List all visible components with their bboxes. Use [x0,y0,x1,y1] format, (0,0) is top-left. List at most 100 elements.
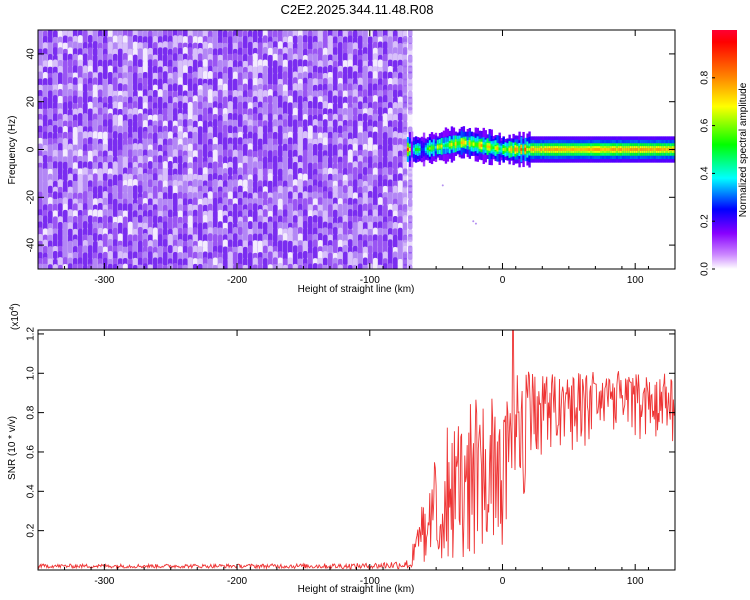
noise-cell [68,186,73,195]
noise-cell [393,71,398,80]
noise-cell [223,83,228,92]
noise-cell [363,240,368,249]
snr-x-ticks: -300 -200 -100 0 100 [37,330,676,587]
carrier-cell [651,148,655,151]
noise-cell [293,35,298,44]
noise-cell [268,173,273,182]
noise-cell [213,71,218,80]
noise-cell [398,84,403,93]
noise-cell [158,263,163,269]
noise-cell [38,143,43,152]
noise-cell [238,30,243,38]
noise-cell [378,221,383,230]
noise-cell [153,215,158,224]
noise-cell [138,30,143,38]
noise-cell [78,161,83,170]
noise-cell [333,203,338,212]
noise-cell [268,161,273,170]
noise-cell [388,263,393,269]
noise-cell [223,47,228,56]
noise-cell [223,77,228,86]
noise-cell [208,113,213,122]
noise-cell [278,137,283,146]
noise-cell [163,131,168,140]
noise-cell [388,209,393,218]
noise-cell [313,119,318,128]
noise-cell [228,83,233,92]
noise-cell [103,42,108,51]
noise-cell [328,156,333,165]
noise-cell [88,71,93,80]
carrier-cell [510,147,513,152]
noise-cell [168,66,173,75]
noise-cell [103,36,108,45]
noise-cell [123,185,128,194]
noise-cell [368,173,373,182]
noise-cell [388,71,393,80]
x-tick-label: -100 [360,576,380,587]
noise-cell [253,167,258,176]
noise-cell [303,89,308,98]
noise-cell [43,71,48,80]
noise-cell [298,227,303,236]
carrier-cell [629,148,633,151]
noise-cell [93,180,98,189]
noise-cell [193,143,198,152]
noise-cell [338,108,343,117]
noise-cell [108,132,113,141]
noise-cell [343,131,348,140]
noise-cell [278,84,283,93]
noise-cell [243,47,248,56]
noise-cell [118,263,123,269]
noise-cell [353,71,358,80]
noise-cell [388,113,393,122]
noise-cell [288,174,293,183]
noise-cell [218,120,223,129]
noise-cell [103,173,108,182]
noise-cell [158,78,163,87]
noise-cell [98,203,103,212]
noise-cell [198,60,203,69]
noise-cell [83,155,88,164]
noise-cell [408,48,413,57]
noise-cell [123,210,128,219]
noise-cell [308,263,313,269]
noise-cell [403,78,408,87]
noise-cell [148,95,153,104]
noise-cell [53,77,58,86]
noise-cell [248,108,253,117]
noise-cell [193,215,198,224]
noise-cell [403,59,408,68]
noise-cell [338,125,343,134]
noise-cell [238,155,243,164]
noise-cell [188,227,193,236]
noise-cell [153,162,158,171]
noise-cell [38,233,43,242]
noise-cell [218,155,223,164]
noise-cell [193,234,198,243]
noise-cell [328,173,333,182]
noise-cell [318,239,323,248]
noise-cell [53,101,58,110]
noise-cell [253,240,258,249]
x-tick-label: -200 [227,576,247,587]
noise-cell [223,173,228,182]
noise-cell [288,227,293,236]
noise-cell [298,173,303,182]
noise-cell [213,137,218,146]
noise-cell [118,138,123,147]
noise-cell [308,42,313,51]
noise-cell [383,251,388,260]
noise-cell [88,191,93,200]
noise-cell [43,215,48,224]
noise-cell [143,102,148,111]
noise-cell [228,143,233,152]
noise-cell [243,191,248,200]
noise-cell [338,216,343,225]
noise-cell [133,77,138,86]
noise-cell [123,167,128,176]
noise-cell [53,36,58,45]
noise-cell [108,209,113,218]
carrier-cell [440,145,444,148]
noise-cell [388,186,393,195]
